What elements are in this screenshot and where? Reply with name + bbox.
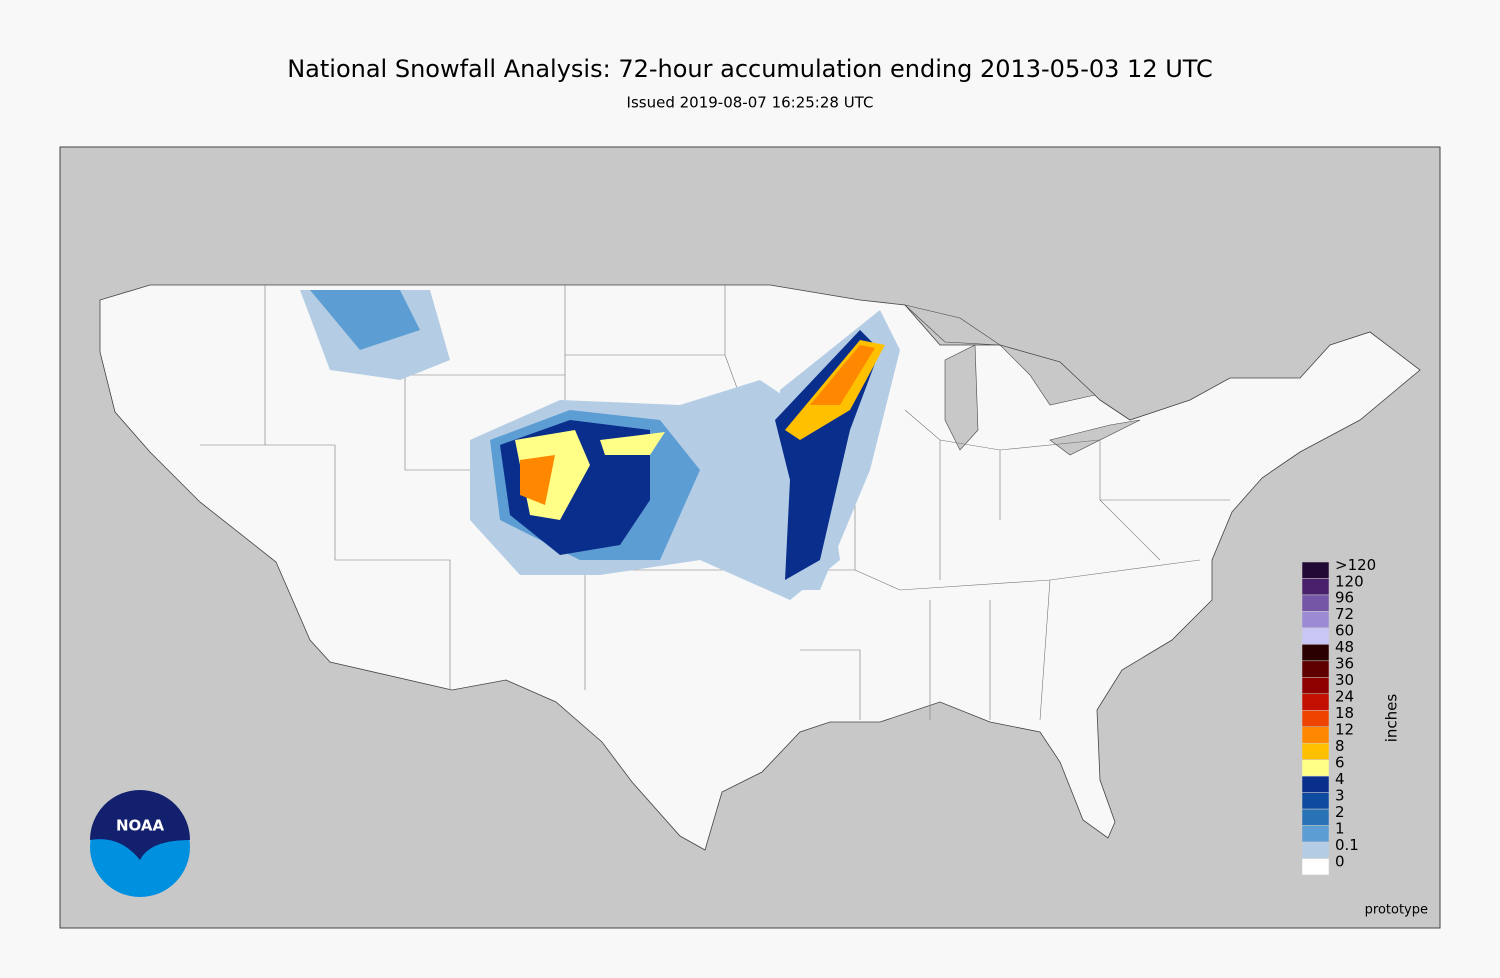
legend-label: 2 <box>1335 803 1345 821</box>
note: prototype <box>1365 903 1428 918</box>
legend-swatch <box>1301 660 1330 678</box>
legend-label: 0 <box>1335 852 1345 870</box>
legend-label: 24 <box>1335 688 1354 706</box>
legend-label: 96 <box>1335 589 1354 607</box>
legend-swatch <box>1301 808 1330 826</box>
legend-swatch <box>1301 710 1330 727</box>
legend-label: 0.1 <box>1335 836 1359 854</box>
legend-swatch <box>1301 775 1330 793</box>
legend-swatch <box>1301 644 1330 662</box>
legend-swatch <box>1301 759 1330 777</box>
legend-label: 72 <box>1335 605 1354 623</box>
legend-label: 48 <box>1335 638 1354 656</box>
subtitle: Issued 2019-08-07 16:25:28 UTC <box>627 94 874 112</box>
snowfall-shading <box>300 290 900 600</box>
legend-label: 4 <box>1335 770 1345 788</box>
legend-swatch <box>1301 677 1330 695</box>
legend-swatch <box>1301 611 1330 629</box>
great-lakes <box>903 304 1141 456</box>
legend-swatch <box>1301 858 1330 876</box>
legend-swatch <box>1301 578 1330 596</box>
title: National Snowfall Analysis: 72-hour accu… <box>287 55 1213 83</box>
map: NOAA <box>59 146 1441 929</box>
legend-label: 3 <box>1335 786 1345 804</box>
legend-label: 12 <box>1335 721 1354 739</box>
logo-text: NOAA <box>116 817 165 835</box>
legend-label: 6 <box>1335 753 1345 771</box>
legend-label: 1 <box>1335 819 1345 837</box>
legend-label: 18 <box>1335 704 1354 722</box>
legend-swatch <box>1301 792 1330 810</box>
legend-title: inches <box>1383 694 1401 743</box>
legend-label: 8 <box>1335 737 1345 755</box>
legend-swatch <box>1301 627 1330 645</box>
legend-label: 30 <box>1335 671 1354 689</box>
legend-swatch <box>1301 825 1330 843</box>
legend-label: >120 <box>1335 556 1376 574</box>
legend-label: 60 <box>1335 622 1354 640</box>
legend-swatch <box>1301 594 1330 612</box>
legend-swatch <box>1301 742 1330 760</box>
noaa-logo: NOAA <box>90 790 190 897</box>
legend-swatch <box>1301 726 1330 744</box>
legend-label: 120 <box>1335 572 1364 590</box>
legend-label: 36 <box>1335 655 1354 673</box>
legend-swatch <box>1301 693 1330 711</box>
legend-swatch <box>1301 841 1330 859</box>
legend-swatch <box>1301 561 1330 579</box>
logo-top <box>90 790 190 860</box>
